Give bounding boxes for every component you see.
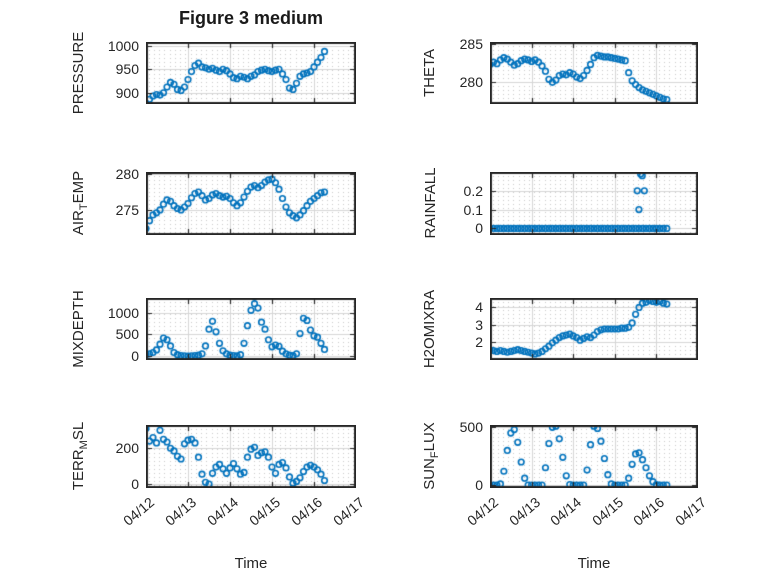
figure-title: Figure 3 medium bbox=[178, 8, 324, 28]
pressure-plot-canvas bbox=[146, 42, 356, 104]
airtemp-plot-canvas bbox=[146, 172, 356, 235]
ylabel-text: PRESSURE bbox=[70, 31, 87, 115]
y-tick-label: 500 bbox=[115, 326, 139, 343]
x-tick-label: 04/17 bbox=[330, 493, 368, 529]
y-tick-label: 2 bbox=[475, 333, 483, 350]
x-tick-label: 04/17 bbox=[672, 493, 710, 529]
ylabel-terrmsl: TERRMSL bbox=[70, 422, 90, 490]
ylabel-text: EMP bbox=[70, 170, 87, 204]
x-tick-label: 04/16 bbox=[288, 493, 326, 529]
x-tick-label: 04/15 bbox=[246, 493, 284, 529]
ylabel-mixdepth: MIXDEPTH bbox=[70, 290, 90, 368]
xlabel-time-left: Time bbox=[234, 555, 268, 572]
x-tick-label: 04/12 bbox=[120, 493, 158, 529]
x-tick-label: 04/15 bbox=[588, 493, 626, 529]
ylabel-subscript: F bbox=[429, 451, 441, 459]
ylabel-theta: THETA bbox=[421, 49, 441, 97]
y-tick-label: 1000 bbox=[107, 304, 139, 321]
theta-plot-canvas bbox=[490, 42, 698, 104]
ylabel-text: MIXDEPTH bbox=[70, 290, 87, 368]
ylabel-h2omixra: H2OMIXRA bbox=[421, 290, 441, 368]
h2omixra-plot-canvas bbox=[490, 298, 698, 360]
y-tick-label: 0 bbox=[131, 476, 139, 493]
ylabel-text: LUX bbox=[421, 422, 438, 452]
y-tick-label: 0.1 bbox=[463, 201, 483, 218]
y-tick-label: 280 bbox=[115, 166, 139, 183]
x-tick-label: 04/16 bbox=[630, 493, 668, 529]
y-tick-label: 1000 bbox=[107, 37, 139, 54]
ylabel-rainfall: RAINFALL bbox=[422, 168, 442, 239]
y-tick-label: 0 bbox=[475, 477, 483, 494]
ylabel-sunflux: SUNFLUX bbox=[421, 422, 441, 490]
ylabel-subscript: T bbox=[78, 203, 90, 211]
y-tick-label: 4 bbox=[475, 299, 483, 316]
y-tick-label: 500 bbox=[459, 419, 483, 436]
ylabel-text: THETA bbox=[421, 48, 438, 98]
terrmsl-plot-canvas bbox=[146, 425, 356, 488]
y-tick-label: 0.2 bbox=[463, 182, 483, 199]
xlabel-time-right: Time bbox=[577, 555, 611, 572]
ylabel-text: SUN bbox=[421, 458, 438, 490]
sunflux-plot-canvas bbox=[490, 425, 698, 488]
x-tick-label: 04/14 bbox=[204, 493, 242, 529]
y-tick-label: 0 bbox=[475, 220, 483, 237]
y-tick-label: 280 bbox=[459, 73, 483, 90]
y-tick-label: 275 bbox=[115, 201, 139, 218]
ylabel-text: H2OMIXRA bbox=[421, 289, 438, 369]
y-tick-label: 900 bbox=[115, 84, 139, 101]
x-tick-label: 04/12 bbox=[464, 493, 502, 529]
rainfall-plot-canvas bbox=[490, 172, 698, 235]
x-tick-label: 04/14 bbox=[547, 493, 585, 529]
ylabel-text: SL bbox=[70, 421, 87, 441]
ylabel-pressure: PRESSURE bbox=[70, 32, 90, 115]
ylabel-airtemp: AIRTEMP bbox=[70, 171, 90, 235]
x-tick-label: 04/13 bbox=[162, 493, 200, 529]
x-tick-label: 04/13 bbox=[505, 493, 543, 529]
ylabel-text: RAINFALL bbox=[422, 167, 439, 239]
ylabel-text: AIR bbox=[70, 210, 87, 236]
y-tick-label: 285 bbox=[459, 36, 483, 53]
y-tick-label: 200 bbox=[115, 440, 139, 457]
mixdepth-plot-canvas bbox=[146, 298, 356, 360]
y-tick-label: 3 bbox=[475, 316, 483, 333]
ylabel-text: TERR bbox=[70, 449, 87, 491]
y-tick-label: 0 bbox=[131, 348, 139, 365]
ylabel-subscript: M bbox=[78, 440, 90, 450]
y-tick-label: 950 bbox=[115, 61, 139, 78]
